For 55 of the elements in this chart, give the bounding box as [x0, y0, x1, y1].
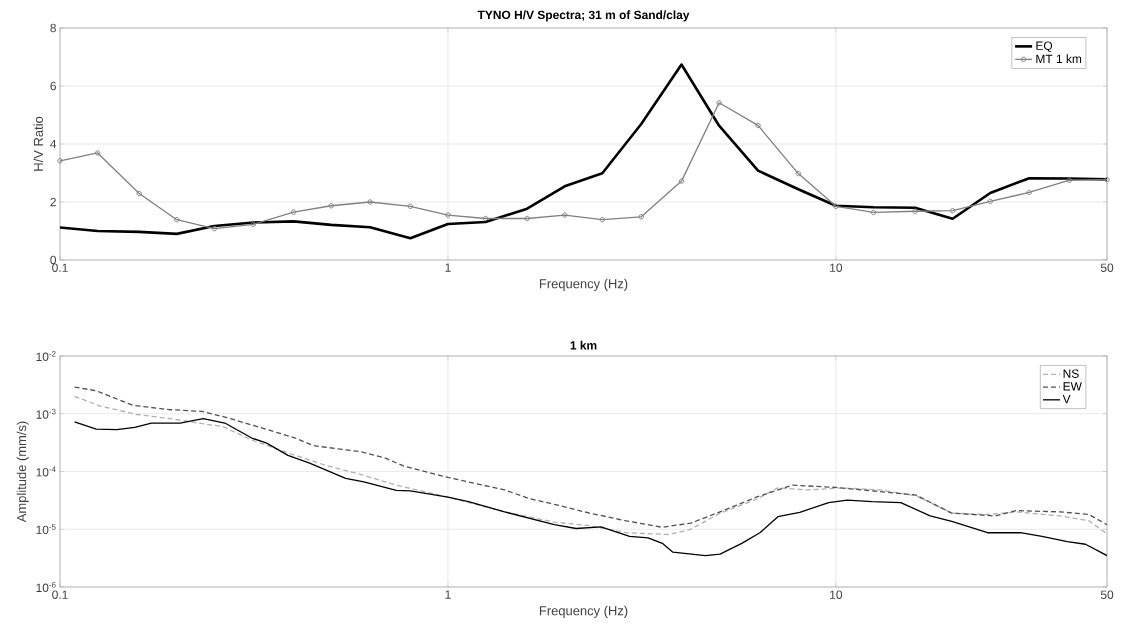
y-tick-label: 10$^{-3}$ — [36, 408, 56, 419]
y-tick-label: 4 — [50, 139, 57, 149]
legend-label: EQ — [1036, 41, 1053, 53]
point — [599, 216, 606, 223]
point — [524, 215, 530, 222]
point — [678, 178, 685, 184]
chart-title: TYNO H/V Spectra; 31 m of Sand/clay — [477, 10, 690, 22]
point — [174, 216, 180, 223]
y-axis-title: H/V Ratio — [33, 116, 43, 171]
point — [949, 207, 956, 214]
legend-label: EW — [1063, 382, 1082, 391]
x-tick-label: 10 — [830, 263, 843, 272]
point — [638, 214, 644, 220]
point — [912, 208, 918, 214]
legend-label: NS — [1063, 369, 1079, 378]
y-tick-label: 2 — [50, 197, 56, 207]
y-tick-label: 10$^{-2}$ — [36, 350, 56, 361]
point — [562, 212, 568, 218]
y-tick-label: 0 — [50, 255, 57, 265]
point — [833, 203, 839, 210]
y-axis-title: Amplitude (mm/s) — [16, 421, 29, 523]
point — [1066, 177, 1073, 183]
x-axis-title: Frequency (Hz) — [539, 278, 628, 291]
x-tick-label: 1 — [445, 590, 451, 599]
line-series — [60, 63, 1108, 240]
x-tick-label: 50 — [1100, 590, 1114, 599]
point — [445, 212, 451, 218]
y-tick-label: 8 — [50, 23, 56, 33]
legend-label: MT 1 km — [1036, 54, 1082, 63]
y-tick-label: 6 — [50, 81, 56, 91]
point — [407, 203, 414, 210]
x-tick-label: 0.1 — [52, 263, 68, 272]
point — [136, 190, 142, 197]
point — [250, 221, 256, 228]
point — [795, 170, 801, 177]
point — [755, 122, 761, 129]
y-tick-label: 10$^{-5}$ — [36, 524, 56, 535]
point — [987, 198, 993, 205]
x-tick-label: 0.1 — [52, 590, 68, 599]
point — [1026, 189, 1032, 196]
x-tick-label: 1 — [445, 263, 451, 272]
point — [328, 203, 334, 209]
x-axis-title: Frequency (Hz) — [539, 605, 628, 618]
point — [716, 100, 722, 106]
legend-label: V — [1062, 394, 1071, 404]
point — [290, 209, 297, 215]
point — [482, 215, 489, 222]
point — [367, 199, 373, 205]
point — [94, 150, 101, 156]
x-tick-label: 50 — [1100, 263, 1114, 272]
point — [211, 225, 218, 232]
x-tick-label: 10 — [830, 590, 843, 599]
y-tick-label: 10$^{-4}$ — [36, 466, 56, 477]
point — [870, 209, 877, 216]
chart-title: 1 km — [570, 340, 597, 350]
